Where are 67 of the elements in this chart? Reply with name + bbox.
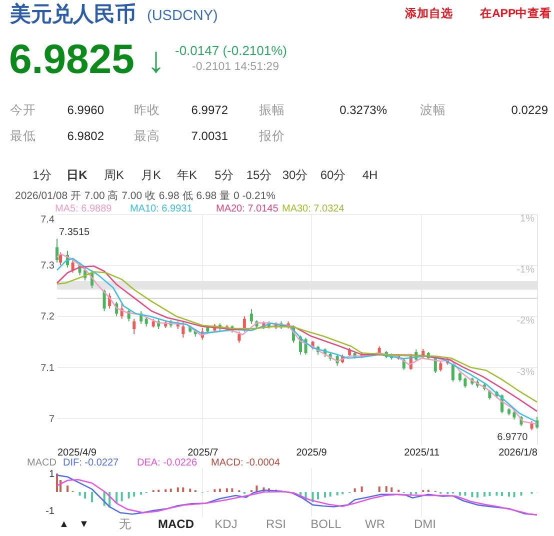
text: 0.3273%: [340, 103, 388, 117]
y-tick-label: 7.4: [40, 214, 55, 226]
text: 波幅: [420, 103, 446, 117]
text: 无: [119, 517, 131, 531]
text: 美元兑人民币: [9, 2, 136, 26]
x-tick-label: 2025/7: [188, 448, 219, 458]
text: ▼: [79, 519, 89, 530]
annotation: 6.9770: [497, 432, 528, 444]
text: MA10: 6.9931: [130, 204, 193, 214]
text: 6.9802: [67, 129, 104, 143]
text: MA20: 7.0145: [216, 204, 279, 214]
y-tick-label: -1: [46, 506, 55, 517]
text: 1分: [32, 168, 52, 182]
text: MA5: 6.9889: [55, 204, 112, 214]
text: 振幅: [259, 103, 285, 117]
text: BOLL: [310, 517, 342, 531]
y-tick-label: 7: [48, 414, 55, 425]
text: 60分: [320, 168, 346, 182]
y-tick-label: 7.2: [40, 312, 55, 323]
x-tick-label: 2026/1/8: [498, 448, 538, 458]
text: 0.0229: [511, 103, 548, 117]
text: 昨收: [134, 103, 160, 117]
x-tick-label: 2025/11: [404, 448, 440, 458]
text: RSI: [266, 517, 286, 531]
text: 日K: [66, 168, 88, 182]
text: MACD: [158, 517, 194, 531]
chart-subtitle: 2026/01/08 开 7.00 高 7.00 收 6.98 低 6.98 量 0 -0.21%: [15, 189, 276, 202]
text: KDJ: [214, 517, 238, 531]
series-label: DIF: -0.0227: [63, 458, 120, 468]
text: MACD: -0.0004: [211, 458, 280, 468]
text: DMI: [414, 517, 436, 531]
x-tick-label: 2025/4/9: [58, 448, 97, 458]
y2-tick-label: -3%: [516, 366, 535, 378]
y-tick-label: 7.3: [40, 260, 55, 272]
text: -0.0147 (-0.2101%): [175, 43, 288, 58]
annotation: 7.3515: [59, 226, 90, 238]
text: ↓: [147, 39, 165, 80]
text: DEA: -0.0226: [137, 458, 198, 468]
text: 周K: [104, 168, 124, 182]
y-tick-label: 1: [48, 469, 55, 480]
x-tick-label: 2025/9: [296, 448, 328, 458]
y2-tick-label: -2%: [516, 316, 535, 327]
text: 4H: [362, 168, 378, 182]
text: 6.9960: [67, 103, 104, 117]
text: 5分: [214, 168, 234, 182]
text: -0.2101 14:51:29: [192, 61, 279, 73]
text: 报价: [258, 129, 285, 143]
text: 添加自选: [404, 6, 453, 20]
text: 在APP中查看: [479, 6, 552, 20]
text: WR: [365, 517, 386, 531]
text: (USDCNY): [147, 8, 218, 24]
text: 6.9825: [9, 36, 134, 82]
text: 最高: [134, 128, 160, 143]
text: 月K: [140, 168, 162, 182]
text: 今开: [10, 103, 36, 117]
y2-tick-label: 1%: [520, 214, 535, 224]
text: 30分: [282, 168, 308, 182]
text: 年K: [176, 168, 198, 182]
text: 7.0031: [191, 129, 228, 143]
text: 15分: [246, 168, 272, 182]
text: ▲: [59, 519, 69, 530]
y-tick-label: 7.1: [40, 362, 55, 374]
chart-title: MACD: [27, 458, 56, 468]
text: MA30: 7.0324: [282, 204, 345, 214]
y2-tick-label: -1%: [516, 264, 535, 276]
text: 6.9972: [191, 103, 228, 117]
text: 最低: [10, 129, 36, 143]
